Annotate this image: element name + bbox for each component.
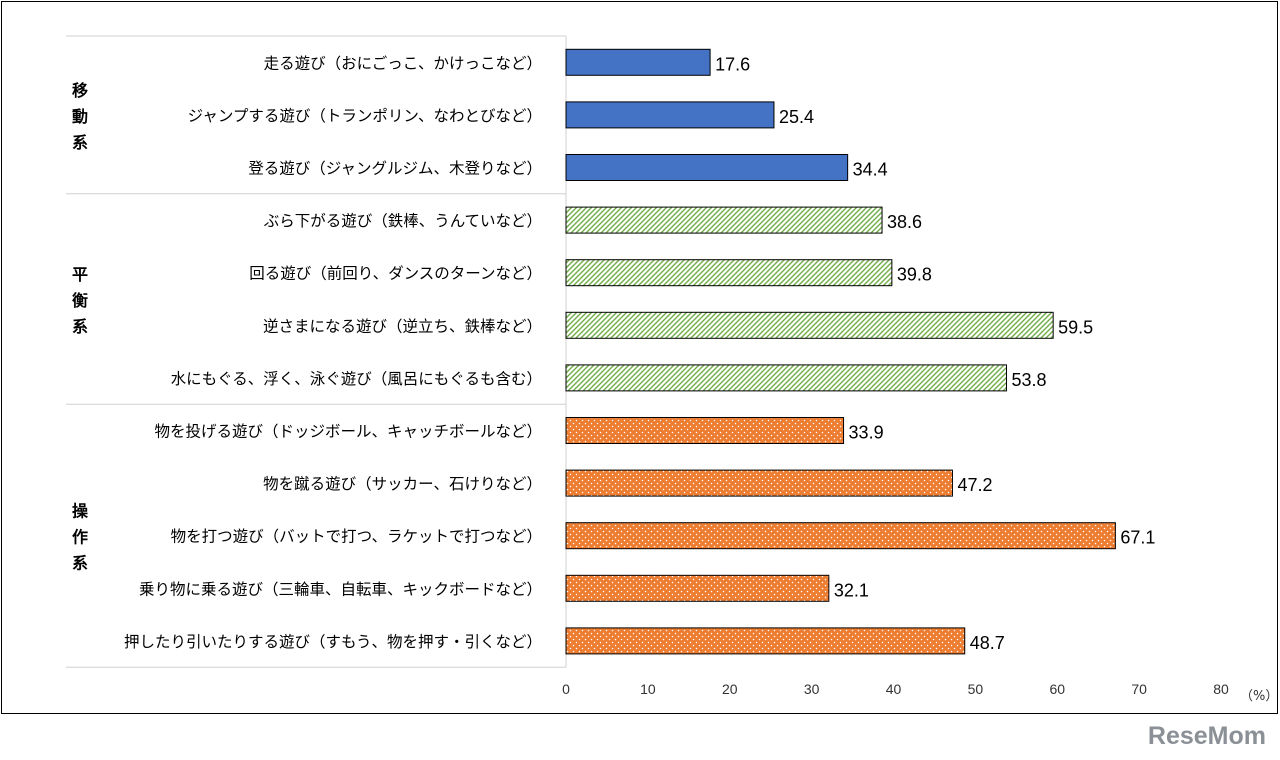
x-tick-label: 60 <box>1049 681 1065 697</box>
category-label: 物を投げる遊び（ドッジボール、キャッチボールなど） <box>154 423 542 441</box>
data-label: 53.8 <box>1011 370 1046 390</box>
bar <box>565 417 845 444</box>
bar <box>565 627 966 655</box>
category-label: 押したり引いたりする遊び（すもう、物を押す・引くなど） <box>124 633 542 651</box>
category-label: ジャンプする遊び（トランポリン、なわとびなど） <box>188 107 542 125</box>
data-label: 32.1 <box>834 580 869 600</box>
category-label: 物を打つ遊び（バットで打つ、ラケットで打つなど） <box>171 528 542 546</box>
category-label: ぶら下がる遊び（鉄棒、うんていなど） <box>264 212 542 230</box>
x-tick-label: 0 <box>562 681 570 697</box>
x-tick-label: 80 <box>1213 681 1229 697</box>
category-label: 物を蹴る遊び（サッカー、石けりなど） <box>263 475 542 493</box>
group-label-char: 系 <box>72 133 88 152</box>
x-tick-label: 50 <box>968 681 984 697</box>
data-label: 38.6 <box>887 212 922 232</box>
group-label-char: 平 <box>72 265 88 284</box>
data-label: 25.4 <box>779 107 814 127</box>
data-label: 39.8 <box>897 265 932 285</box>
group-label-char: 作 <box>72 528 88 547</box>
category-label: 逆さまになる遊び（逆立ち、鉄棒など） <box>263 317 542 335</box>
x-tick-label: 30 <box>804 681 820 697</box>
x-tick-label: 40 <box>886 681 902 697</box>
x-tick-label: 70 <box>1131 681 1147 697</box>
bar <box>565 48 711 76</box>
data-label: 59.5 <box>1058 317 1093 337</box>
category-label: 登る遊び（ジャングルジム、木登りなど） <box>248 160 542 178</box>
data-label: 34.4 <box>853 160 888 180</box>
bar <box>565 259 893 287</box>
data-label: 33.9 <box>849 423 884 443</box>
x-tick-label: 10 <box>640 681 656 697</box>
data-label: 17.6 <box>715 54 750 74</box>
category-label: 走る遊び（おにごっこ、かけっこなど） <box>264 54 542 72</box>
group-label-char: 系 <box>72 317 88 336</box>
group-label-char: 系 <box>72 554 88 573</box>
unit-label: （%） <box>1240 689 1278 704</box>
group-label-char: 衡 <box>72 291 88 310</box>
bar <box>565 206 883 234</box>
group-label-char: 動 <box>72 107 88 126</box>
category-label: 回る遊び（前回り、ダンスのターンなど） <box>249 265 542 283</box>
category-label: 水にもぐる、浮く、泳ぐ遊び（風呂にもぐるも含む） <box>171 370 542 388</box>
group-label-char: 移 <box>72 81 88 100</box>
data-label: 48.7 <box>970 633 1005 653</box>
bar <box>565 469 953 497</box>
bar <box>565 101 775 129</box>
bar <box>565 311 1054 339</box>
group-label-char: 操 <box>72 502 89 521</box>
chart-frame: 走る遊び（おにごっこ、かけっこなど） 17.6 ジャンプする遊び（トランポリン、なわ… <box>1 1 1278 714</box>
data-label: 47.2 <box>957 475 992 495</box>
bar <box>565 364 1007 392</box>
category-label: 乗り物に乗る遊び（三輪車、自転車、キックボードなど） <box>139 580 542 598</box>
bar-chart: 走る遊び（おにごっこ、かけっこなど） 17.6 ジャンプする遊び（トランポリン、なわ… <box>66 35 1278 704</box>
bar <box>565 574 830 602</box>
bar <box>565 154 849 181</box>
data-label: 67.1 <box>1120 528 1155 548</box>
x-tick-label: 20 <box>722 681 738 697</box>
resemom-logo: ReseMom <box>1147 722 1266 750</box>
bar <box>565 522 1116 550</box>
